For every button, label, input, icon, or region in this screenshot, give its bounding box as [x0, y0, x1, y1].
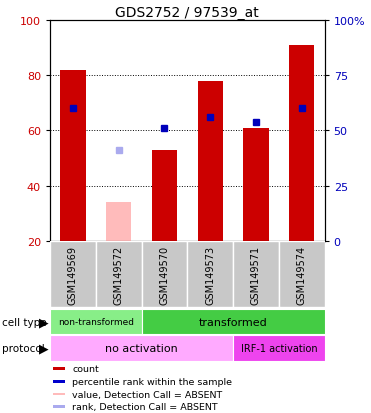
Text: no activation: no activation	[105, 343, 178, 353]
Text: IRF-1 activation: IRF-1 activation	[240, 343, 317, 353]
Bar	[50, 309, 142, 335]
Text: GSM149572: GSM149572	[114, 245, 124, 304]
Bar	[50, 242, 96, 308]
Text: percentile rank within the sample: percentile rank within the sample	[72, 377, 232, 386]
Text: value, Detection Call = ABSENT: value, Detection Call = ABSENT	[72, 389, 222, 399]
Text: transformed: transformed	[199, 317, 267, 327]
Bar	[53, 393, 65, 396]
Bar	[60, 70, 86, 242]
Bar	[53, 405, 65, 408]
Bar	[53, 380, 65, 383]
Text: GSM149571: GSM149571	[251, 245, 261, 304]
Bar	[187, 242, 233, 308]
Bar	[289, 45, 314, 242]
Text: rank, Detection Call = ABSENT: rank, Detection Call = ABSENT	[72, 402, 218, 411]
Bar	[198, 81, 223, 242]
Bar	[243, 128, 269, 242]
Bar	[53, 368, 65, 370]
Bar	[233, 335, 325, 361]
Text: ▶: ▶	[39, 342, 49, 355]
Title: GDS2752 / 97539_at: GDS2752 / 97539_at	[115, 6, 259, 20]
Text: cell type: cell type	[2, 317, 46, 327]
Text: protocol: protocol	[2, 343, 45, 353]
Bar	[50, 335, 233, 361]
Bar	[142, 242, 187, 308]
Bar	[106, 203, 131, 242]
Bar	[279, 242, 325, 308]
Text: count: count	[72, 364, 99, 373]
Bar	[152, 150, 177, 242]
Text: GSM149574: GSM149574	[297, 245, 307, 304]
Text: GSM149569: GSM149569	[68, 245, 78, 304]
Text: GSM149570: GSM149570	[160, 245, 170, 304]
Text: non-transformed: non-transformed	[58, 317, 134, 326]
Text: ▶: ▶	[39, 315, 49, 328]
Text: GSM149573: GSM149573	[205, 245, 215, 304]
Bar	[142, 309, 325, 335]
Bar	[96, 242, 142, 308]
Bar	[233, 242, 279, 308]
